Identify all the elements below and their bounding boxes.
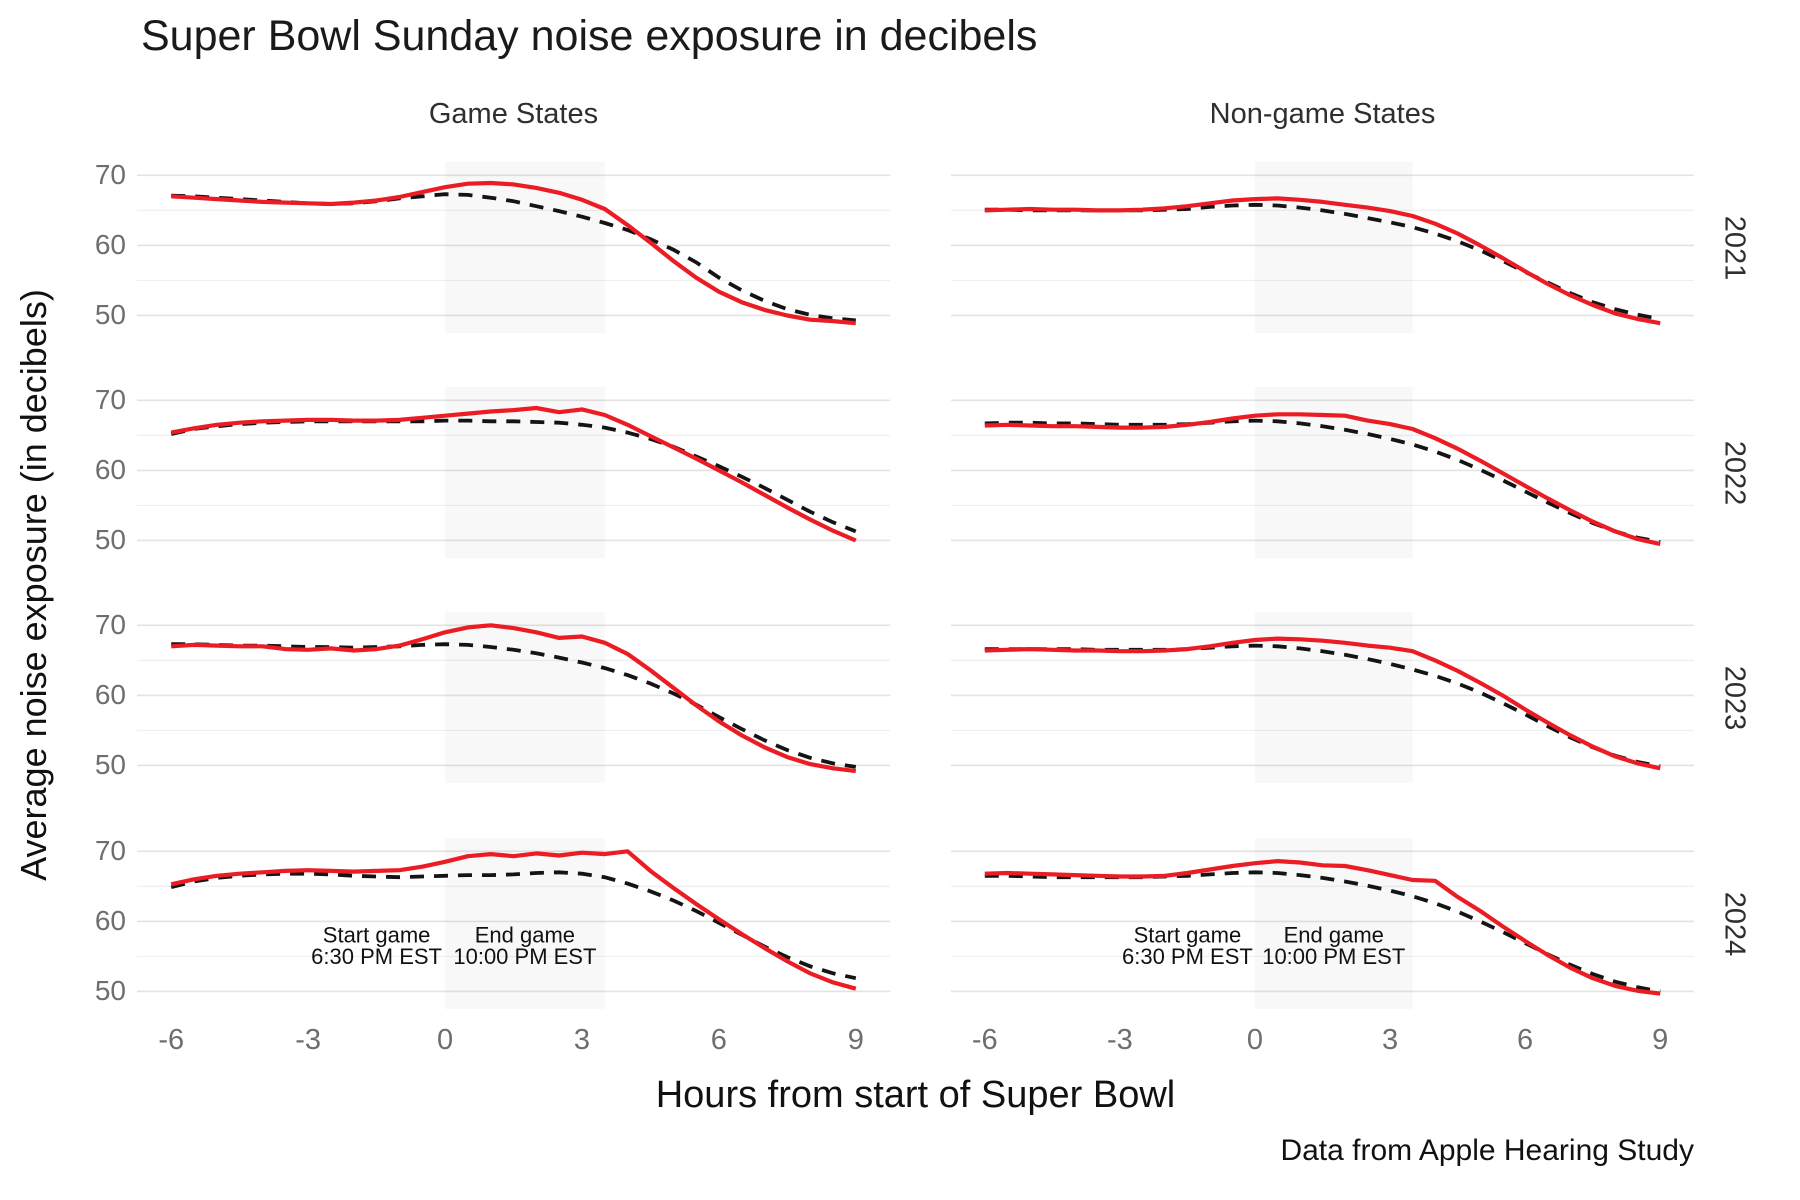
comparison-dashed-line <box>171 192 856 323</box>
x-tick-label: 0 <box>1246 1024 1264 1056</box>
super-bowl-red-line <box>984 859 1661 996</box>
x-tick-label: 3 <box>573 1024 591 1056</box>
x-axis-title: Hours from start of Super Bowl <box>655 1074 1176 1116</box>
x-tick-label: 9 <box>1652 1024 1669 1056</box>
comparison-dashed-line <box>171 642 857 769</box>
panel-plot-area <box>951 387 1694 558</box>
facet-row-label-2023: 2023 <box>1718 665 1751 730</box>
y-axis-title: Average noise exposure (in decibels) <box>13 289 54 881</box>
facet-row-label-2021: 2021 <box>1718 215 1751 280</box>
panel-2021-game-states <box>137 162 890 333</box>
annotation-end-game: End game <box>1284 922 1384 947</box>
panel-plot-area <box>951 612 1694 783</box>
annotation-start-time: 6:30 PM EST <box>311 944 442 969</box>
y-tick-label: 70 <box>94 609 126 641</box>
panel-plot-area <box>137 612 890 783</box>
facet-row-label-2024: 2024 <box>1718 891 1751 956</box>
comparison-dashed-line <box>984 418 1661 544</box>
panel-2022-game-states <box>137 387 890 558</box>
panel-2024-non-game-states: Start game 6:30 PM EST End game 10:00 PM ES… <box>951 838 1694 1009</box>
comparison-dashed-line <box>170 418 857 534</box>
game-window-shading <box>445 387 605 558</box>
x-tick-label: -3 <box>295 1024 322 1056</box>
panel-plot-area <box>137 162 890 333</box>
x-tick-label: 3 <box>1381 1024 1399 1056</box>
x-tick-label: -6 <box>971 1024 998 1056</box>
super-bowl-red-line <box>984 412 1661 547</box>
y-tick-label: 70 <box>94 835 126 867</box>
panel-2022-non-game-states <box>951 387 1694 558</box>
x-tick-label: 0 <box>436 1024 454 1056</box>
panel-2024-game-states: Start game 6:30 PM EST End game 10:00 PM ES… <box>137 838 890 1009</box>
y-tick-label: 50 <box>94 975 126 1007</box>
x-tick-label: 6 <box>1517 1024 1534 1056</box>
panel-plot-area <box>137 387 890 558</box>
game-window-shading <box>445 838 605 1009</box>
y-tick-label: 60 <box>94 905 126 937</box>
super-bowl-red-line <box>170 405 857 543</box>
game-window-shading <box>445 162 605 333</box>
facet-column-header-non-game-states: Non-game States <box>1209 98 1436 130</box>
x-tick-label: 6 <box>710 1024 727 1056</box>
y-tick-label: 50 <box>94 749 126 781</box>
y-tick-label: 50 <box>94 299 126 331</box>
panel-2023-non-game-states <box>951 612 1694 783</box>
super-bowl-red-line <box>171 180 856 326</box>
x-tick-label: 9 <box>847 1024 864 1056</box>
game-window-shading <box>1254 162 1413 333</box>
super-bowl-red-line <box>984 196 1661 326</box>
super-bowl-red-line <box>171 623 857 774</box>
annotation-start-game: Start game <box>323 922 431 947</box>
super-bowl-red-line <box>984 636 1661 771</box>
super-bowl-red-line <box>170 849 857 991</box>
x-tick-label: -6 <box>158 1024 185 1056</box>
chart-title: Super Bowl Sunday noise exposure in deci… <box>141 12 1038 60</box>
panel-2021-non-game-states <box>951 162 1694 333</box>
panel-plot-area <box>951 162 1694 333</box>
y-tick-label: 60 <box>94 454 126 486</box>
annotation-end-time: 10:00 PM EST <box>1262 944 1405 969</box>
facet-column-header-game-states: Game States <box>428 98 599 130</box>
comparison-dashed-line <box>984 643 1661 769</box>
x-tick-label: -3 <box>1106 1024 1133 1056</box>
annotation-end-time: 10:00 PM EST <box>453 944 596 969</box>
panel-2023-game-states <box>137 612 890 783</box>
annotation-end-game: End game <box>475 922 575 947</box>
y-tick-label: 70 <box>94 159 126 191</box>
game-window-shading <box>445 612 605 783</box>
y-tick-label: 60 <box>94 229 126 261</box>
y-tick-label: 70 <box>94 384 126 416</box>
caption: Data from Apple Hearing Study <box>1280 1134 1694 1167</box>
annotation-start-game: Start game <box>1134 922 1242 947</box>
y-tick-label: 60 <box>94 679 126 711</box>
facet-row-label-2022: 2022 <box>1718 440 1751 505</box>
annotation-start-time: 6:30 PM EST <box>1122 944 1253 969</box>
y-tick-label: 50 <box>94 524 126 556</box>
